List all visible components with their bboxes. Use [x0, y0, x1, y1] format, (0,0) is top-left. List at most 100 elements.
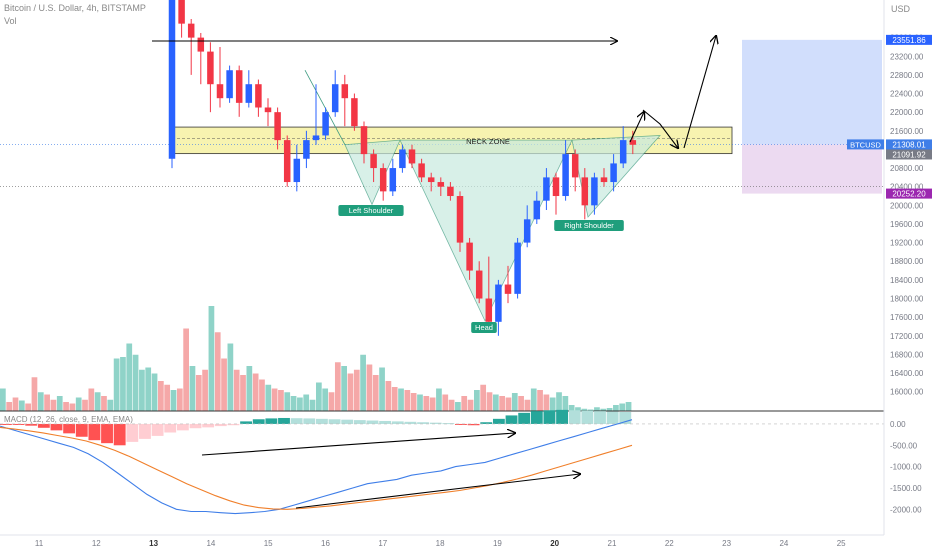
volume-bar: [12, 397, 19, 411]
volume-bar: [467, 399, 474, 411]
macd-line: [0, 419, 633, 515]
price-tick-label: 16000.00: [890, 388, 924, 397]
macd-hist-bar: [88, 423, 101, 441]
volume-bar: [530, 388, 537, 411]
volume-bar: [132, 354, 139, 411]
volume-bar: [126, 343, 133, 411]
candle-body: [504, 284, 512, 294]
macd-hist-bar: [379, 420, 392, 424]
candle-body: [379, 168, 387, 192]
background-layer: [0, 39, 884, 322]
macd-hist-bar: [303, 418, 316, 424]
ticker-badge-bg: [847, 139, 884, 150]
candle-body: [581, 177, 589, 206]
volume-bar: [164, 384, 171, 411]
time-tick-label: 23: [722, 539, 731, 548]
macd-hist-bar: [126, 423, 139, 442]
candle-body: [178, 0, 185, 24]
volume-bar: [353, 369, 360, 411]
candle-body: [331, 84, 339, 113]
candle-body: [312, 135, 320, 141]
candle-body: [360, 126, 368, 155]
candle-body: [619, 140, 627, 164]
neck-zone-label: NECK ZONE: [466, 137, 510, 146]
volume-bar: [360, 354, 366, 411]
time-tick-label: 17: [378, 539, 387, 548]
macd-hist-bar: [0, 423, 12, 425]
volume-bar: [442, 394, 449, 411]
volume-bar: [436, 388, 442, 411]
time-tick-label: 14: [206, 539, 215, 548]
volume-bar: [587, 409, 594, 411]
signal-line: [0, 426, 633, 510]
price-badge-bg: [886, 149, 932, 160]
macd-hist-bar: [265, 418, 278, 424]
time-tick-label: 18: [436, 539, 445, 548]
macd-hist-bar: [202, 423, 215, 428]
macd-tick-label: -1000.00: [890, 463, 922, 472]
volume-bar: [303, 394, 310, 411]
time-tick-label: 19: [493, 539, 502, 548]
macd-hist-bar: [442, 423, 455, 425]
volume-bar: [208, 306, 215, 411]
right-shoulder-label-bg: [554, 220, 624, 231]
volume-bar: [25, 403, 31, 411]
volume-bar: [259, 379, 265, 411]
macd-hist-bar: [581, 410, 594, 424]
head-label-text: Head: [475, 323, 493, 332]
left-shoulder-label-bg: [338, 205, 404, 216]
volume-bar: [461, 396, 468, 411]
price-badge-text: 20252.20: [892, 190, 926, 199]
volume-bar: [322, 388, 329, 411]
drawings: [152, 36, 716, 509]
candle-body: [533, 200, 541, 220]
macd-label: MACD (12, 26, close, 9, EMA, EMA): [4, 415, 133, 424]
candle-body: [552, 177, 560, 197]
price-tick-label: 16800.00: [890, 350, 924, 359]
volume-bar: [290, 396, 297, 411]
volume-bar: [6, 402, 13, 411]
volume-bar: [214, 332, 221, 411]
macd-hist-bar: [404, 421, 417, 424]
volume-bar: [486, 392, 493, 411]
volume-bar: [619, 403, 626, 411]
currency-label: USD: [891, 4, 911, 14]
macd-hist-bar: [75, 423, 88, 437]
volume-bar: [347, 373, 354, 411]
macd-hist-bar: [139, 423, 151, 439]
macd-hist-bar: [467, 423, 480, 426]
volume-bar: [101, 396, 107, 411]
volume-bar: [492, 394, 499, 411]
left-shoulder-label: Left Shoulder: [338, 205, 404, 216]
macd-hist-bar: [568, 410, 581, 424]
time-tick-label: 11: [35, 539, 44, 548]
volume-bar: [499, 396, 505, 411]
volume-bar: [233, 369, 240, 411]
price-tick-label: 18400.00: [890, 276, 924, 285]
retest-arrow: [642, 109, 678, 148]
price-tick-label: 18800.00: [890, 257, 924, 266]
price-badge-text: 21091.92: [892, 150, 926, 159]
volume-bar: [524, 399, 531, 411]
volume-bar: [189, 366, 196, 411]
price-tick-label: 18000.00: [890, 295, 924, 304]
candle-body: [351, 98, 358, 127]
price-badge-bg: [886, 34, 932, 45]
candle-body: [427, 177, 435, 183]
volume-bar: [543, 394, 550, 411]
candle-body: [216, 84, 224, 99]
volume-bar: [139, 369, 145, 411]
time-tick-label: 21: [608, 539, 617, 548]
profit-target-zone: [742, 39, 882, 145]
macd-hist-bar: [594, 411, 606, 424]
price-tick-label: 21600.00: [890, 127, 924, 136]
stop-loss-zone: [742, 144, 882, 194]
candle-body: [495, 284, 502, 322]
time-tick-label: 15: [264, 539, 273, 548]
macd-hist-bar: [164, 423, 177, 433]
volume-bar: [423, 396, 430, 411]
volume-bar: [568, 405, 575, 411]
candle-body: [274, 112, 281, 141]
macd-hist-bar: [417, 422, 429, 424]
